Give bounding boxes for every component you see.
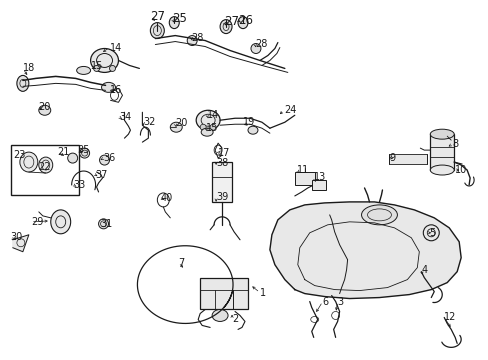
Ellipse shape <box>187 36 197 45</box>
Bar <box>212 162 232 202</box>
Text: 35: 35 <box>78 145 90 155</box>
Text: 29: 29 <box>31 217 43 227</box>
Text: 10: 10 <box>454 165 467 175</box>
Ellipse shape <box>80 148 89 158</box>
Text: 5: 5 <box>428 228 435 238</box>
Ellipse shape <box>51 210 71 234</box>
Ellipse shape <box>250 44 261 54</box>
Text: 32: 32 <box>143 117 156 127</box>
Polygon shape <box>13 235 29 252</box>
Ellipse shape <box>212 310 227 321</box>
Text: 19: 19 <box>243 117 255 127</box>
Text: 15: 15 <box>206 123 218 133</box>
Text: 18: 18 <box>23 63 35 73</box>
Text: 38: 38 <box>216 158 228 168</box>
Ellipse shape <box>39 157 53 173</box>
Text: 23: 23 <box>13 150 25 160</box>
Ellipse shape <box>210 124 216 130</box>
Text: 26: 26 <box>238 14 252 27</box>
Ellipse shape <box>247 126 258 134</box>
Text: 20: 20 <box>175 118 187 128</box>
Text: 11: 11 <box>296 165 308 175</box>
Ellipse shape <box>100 155 109 165</box>
Text: 37: 37 <box>95 170 108 180</box>
Ellipse shape <box>238 17 247 28</box>
Text: 20: 20 <box>38 102 50 112</box>
Bar <box>294 172 314 185</box>
Text: 22: 22 <box>38 162 50 172</box>
Text: 2: 2 <box>232 314 238 324</box>
Bar <box>429 134 453 170</box>
Text: 3: 3 <box>337 297 343 306</box>
Ellipse shape <box>20 152 38 172</box>
Text: 28: 28 <box>191 32 203 42</box>
Ellipse shape <box>361 205 397 225</box>
Ellipse shape <box>17 75 29 91</box>
Ellipse shape <box>90 49 118 72</box>
Text: 30: 30 <box>10 232 22 242</box>
Text: 39: 39 <box>216 192 228 202</box>
Text: 28: 28 <box>254 39 267 49</box>
Ellipse shape <box>99 219 108 229</box>
Text: 25: 25 <box>172 12 187 25</box>
Ellipse shape <box>200 124 206 130</box>
Ellipse shape <box>201 128 213 136</box>
Ellipse shape <box>93 66 100 71</box>
Text: 31: 31 <box>101 219 113 229</box>
Ellipse shape <box>196 110 220 130</box>
Ellipse shape <box>109 66 115 71</box>
Bar <box>11 145 79 195</box>
Bar <box>200 278 247 310</box>
Text: 9: 9 <box>388 153 395 163</box>
Text: 15: 15 <box>90 62 103 71</box>
Text: 40: 40 <box>160 193 172 203</box>
Ellipse shape <box>429 165 453 175</box>
Text: 1: 1 <box>260 288 265 298</box>
Ellipse shape <box>102 82 115 92</box>
Text: 27: 27 <box>150 10 165 23</box>
Ellipse shape <box>170 122 182 132</box>
Text: 36: 36 <box>103 153 116 163</box>
Text: 14: 14 <box>207 110 219 120</box>
Text: 27: 27 <box>224 15 239 28</box>
Text: 17: 17 <box>218 148 230 158</box>
Bar <box>311 180 325 190</box>
Ellipse shape <box>77 67 90 75</box>
Text: 12: 12 <box>443 312 456 323</box>
Text: 6: 6 <box>322 297 328 306</box>
Text: 21: 21 <box>58 147 70 157</box>
Ellipse shape <box>220 20 232 33</box>
Ellipse shape <box>39 105 51 115</box>
Text: 8: 8 <box>451 139 457 149</box>
Text: 34: 34 <box>119 112 131 122</box>
Ellipse shape <box>67 153 78 163</box>
Text: 13: 13 <box>313 172 325 182</box>
Text: 16: 16 <box>109 85 122 95</box>
Text: 4: 4 <box>421 265 427 275</box>
Text: 14: 14 <box>109 42 122 53</box>
Ellipse shape <box>423 225 438 241</box>
Text: 24: 24 <box>283 105 296 115</box>
Polygon shape <box>269 202 460 298</box>
Text: 33: 33 <box>74 180 86 190</box>
Ellipse shape <box>169 17 179 28</box>
Bar <box>388 154 427 164</box>
Text: 7: 7 <box>178 258 184 268</box>
Ellipse shape <box>150 23 164 39</box>
Ellipse shape <box>429 129 453 139</box>
